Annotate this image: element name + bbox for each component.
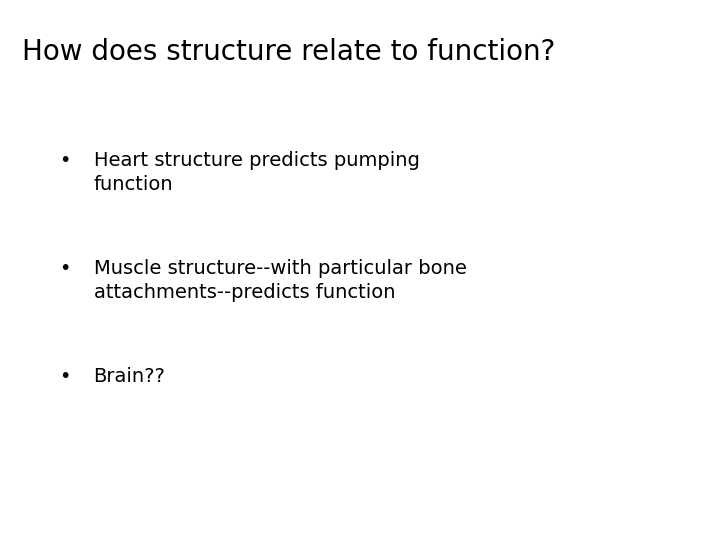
- Text: How does structure relate to function?: How does structure relate to function?: [22, 38, 555, 66]
- Text: Brain??: Brain??: [94, 367, 166, 386]
- Text: •: •: [59, 151, 71, 170]
- Text: Muscle structure--with particular bone
attachments--predicts function: Muscle structure--with particular bone a…: [94, 259, 467, 302]
- Text: •: •: [59, 367, 71, 386]
- Text: •: •: [59, 259, 71, 278]
- Text: Heart structure predicts pumping
function: Heart structure predicts pumping functio…: [94, 151, 420, 194]
